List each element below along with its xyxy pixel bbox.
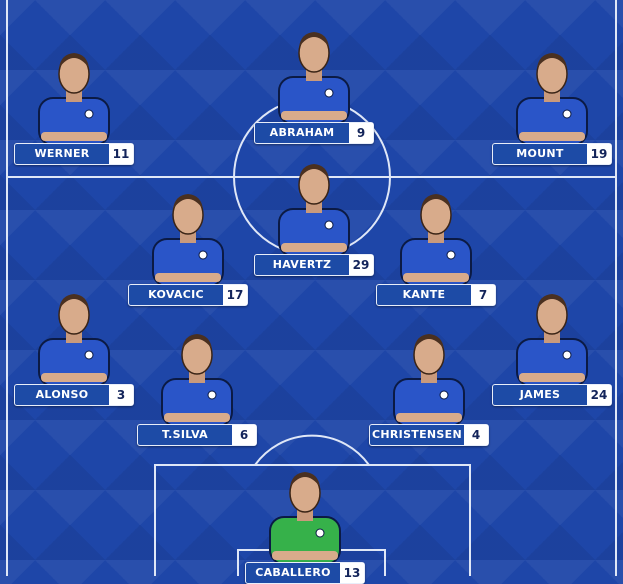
player-number: 11 bbox=[109, 144, 133, 164]
player-illustration bbox=[161, 334, 233, 426]
player-number: 7 bbox=[471, 285, 495, 305]
player-name: JAMES bbox=[519, 388, 561, 401]
player-label: HAVERTZ 29 bbox=[254, 254, 374, 276]
player-label: ALONSO 3 bbox=[14, 384, 134, 406]
player-label: JAMES 24 bbox=[492, 384, 612, 406]
player-name: T.SILVA bbox=[162, 428, 208, 441]
player-name: KOVACIC bbox=[148, 288, 204, 301]
player-number: 24 bbox=[587, 385, 611, 405]
player-illustration bbox=[152, 194, 224, 286]
player-name: ABRAHAM bbox=[269, 126, 335, 139]
player-illustration bbox=[269, 472, 341, 564]
player-number: 9 bbox=[349, 123, 373, 143]
player-number: 29 bbox=[349, 255, 373, 275]
player-label: WERNER 11 bbox=[14, 143, 134, 165]
player-label: KOVACIC 17 bbox=[128, 284, 248, 306]
player-name: CHRISTENSEN bbox=[372, 428, 462, 441]
player-name: HAVERTZ bbox=[272, 258, 332, 271]
player-name: WERNER bbox=[34, 147, 90, 160]
player-name: ALONSO bbox=[35, 388, 89, 401]
player-label: ABRAHAM 9 bbox=[254, 122, 374, 144]
player-label: CABALLERO 13 bbox=[245, 562, 365, 584]
player-label: KANTE 7 bbox=[376, 284, 496, 306]
player-illustration bbox=[516, 294, 588, 386]
player-number: 13 bbox=[340, 563, 364, 583]
player-number: 4 bbox=[464, 425, 488, 445]
player-label: CHRISTENSEN 4 bbox=[369, 424, 489, 446]
player-label: MOUNT 19 bbox=[492, 143, 612, 165]
player-name: KANTE bbox=[402, 288, 446, 301]
player-number: 6 bbox=[232, 425, 256, 445]
player-number: 3 bbox=[109, 385, 133, 405]
player-illustration bbox=[400, 194, 472, 286]
player-illustration bbox=[38, 53, 110, 145]
player-illustration bbox=[516, 53, 588, 145]
player-illustration bbox=[393, 334, 465, 426]
player-number: 19 bbox=[587, 144, 611, 164]
player-number: 17 bbox=[223, 285, 247, 305]
player-name: CABALLERO bbox=[255, 566, 331, 579]
player-illustration bbox=[278, 32, 350, 124]
player-illustration bbox=[278, 164, 350, 256]
player-label: T.SILVA 6 bbox=[137, 424, 257, 446]
player-name: MOUNT bbox=[516, 147, 564, 160]
player-illustration bbox=[38, 294, 110, 386]
